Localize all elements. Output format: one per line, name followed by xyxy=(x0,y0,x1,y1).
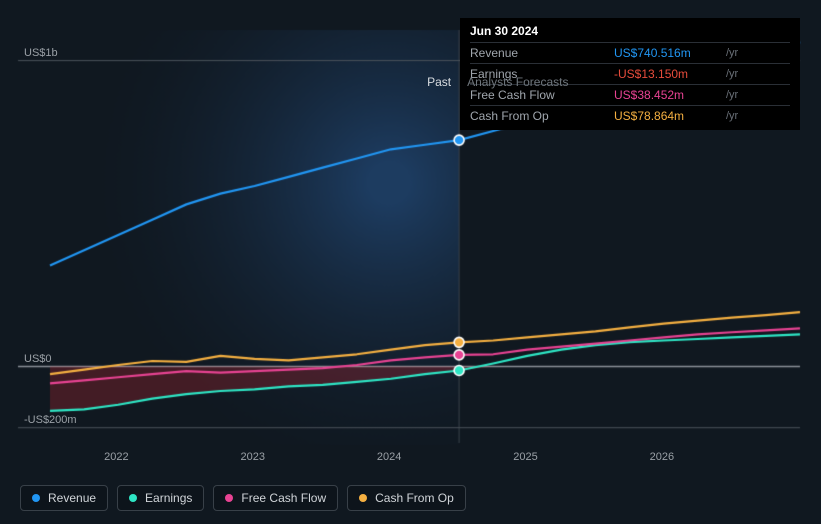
tooltip-row-value: US$740.516m xyxy=(614,43,726,64)
tooltip-date: Jun 30 2024 xyxy=(470,24,790,38)
legend-dot-icon xyxy=(129,494,137,502)
y-axis-tick-label: US$0 xyxy=(24,353,52,365)
legend-label: Free Cash Flow xyxy=(241,491,326,505)
y-axis-tick-label: -US$200m xyxy=(24,414,77,426)
x-axis-tick-label: 2023 xyxy=(241,451,265,463)
chart-legend: Revenue Earnings Free Cash Flow Cash Fro… xyxy=(20,485,466,511)
legend-item-earnings[interactable]: Earnings xyxy=(117,485,204,511)
legend-item-revenue[interactable]: Revenue xyxy=(20,485,108,511)
tooltip-row-unit: /yr xyxy=(726,43,790,64)
legend-label: Cash From Op xyxy=(375,491,454,505)
tooltip-row-unit: /yr xyxy=(726,64,790,85)
tooltip-row-value: US$38.452m xyxy=(614,85,726,106)
legend-label: Revenue xyxy=(48,491,96,505)
tooltip-row-unit: /yr xyxy=(726,85,790,106)
x-axis-tick-label: 2025 xyxy=(513,451,537,463)
tooltip-row-unit: /yr xyxy=(726,106,790,127)
tooltip-row: Cash From Op US$78.864m /yr xyxy=(470,106,790,127)
tooltip-row-label: Revenue xyxy=(470,43,614,64)
legend-dot-icon xyxy=(359,494,367,502)
x-axis-tick-label: 2022 xyxy=(104,451,128,463)
legend-item-cfo[interactable]: Cash From Op xyxy=(347,485,466,511)
tooltip-row: Revenue US$740.516m /yr xyxy=(470,43,790,64)
tooltip-row-value: -US$13.150m xyxy=(614,64,726,85)
x-axis-tick-label: 2026 xyxy=(650,451,674,463)
x-axis-tick-label: 2024 xyxy=(377,451,401,463)
tooltip-row-value: US$78.864m xyxy=(614,106,726,127)
forecast-section-label: Analysts Forecasts xyxy=(467,75,568,89)
past-section-label: Past xyxy=(427,75,451,89)
legend-dot-icon xyxy=(32,494,40,502)
tooltip-row-label: Cash From Op xyxy=(470,106,614,127)
y-axis-tick-label: US$1b xyxy=(24,47,58,59)
legend-item-fcf[interactable]: Free Cash Flow xyxy=(213,485,338,511)
legend-label: Earnings xyxy=(145,491,192,505)
legend-dot-icon xyxy=(225,494,233,502)
